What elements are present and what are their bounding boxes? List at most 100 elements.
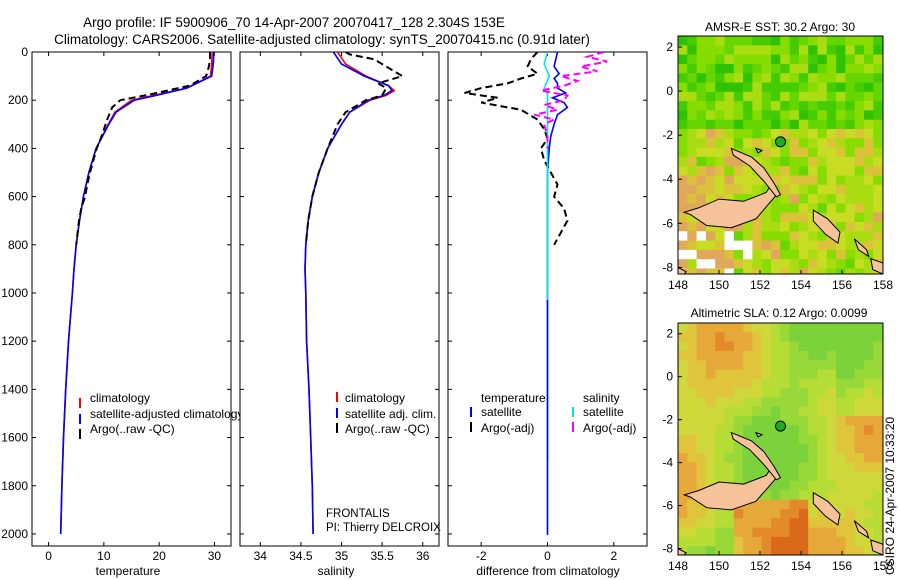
heatmap-cell	[789, 249, 800, 260]
heatmap-cell	[826, 369, 837, 380]
heatmap-cell	[678, 462, 688, 473]
heatmap-cell	[808, 184, 818, 195]
heatmap-cell	[724, 156, 735, 167]
heatmap-cell	[817, 129, 828, 139]
heatmap-cell	[733, 518, 744, 529]
heatmap-cell	[733, 138, 744, 149]
heatmap-cell	[789, 499, 800, 510]
heatmap-cell	[845, 45, 856, 56]
heatmap-cell	[687, 546, 698, 555]
heatmap-cell	[696, 129, 707, 139]
heatmap-cell	[836, 54, 846, 65]
temperature-legend-argo: Argo(..raw -QC)	[90, 422, 175, 436]
heatmap-cell	[836, 397, 846, 408]
heatmap-cell	[752, 471, 763, 482]
heatmap-cell	[826, 536, 837, 547]
heatmap-cell	[678, 527, 688, 538]
heatmap-cell	[836, 499, 846, 510]
heatmap-cell	[705, 397, 716, 408]
heatmap-cell	[687, 332, 698, 343]
heatmap-cell	[808, 397, 818, 408]
heatmap-cell	[752, 129, 763, 139]
heatmap-cell	[873, 147, 883, 158]
heatmap-cell	[854, 434, 865, 445]
heatmap-cell	[743, 73, 753, 83]
heatmap-cell	[789, 231, 800, 242]
heatmap-cell	[780, 490, 791, 501]
heatmap-cell	[724, 509, 735, 519]
heatmap-cell	[882, 240, 883, 251]
land-polygon	[853, 238, 870, 258]
heatmap-cell	[864, 397, 874, 408]
heatmap-cell	[854, 268, 865, 274]
heatmap-cell	[752, 416, 763, 426]
heatmap-cell	[826, 54, 837, 65]
heatmap-cell	[678, 406, 688, 417]
heatmap-cell	[817, 481, 828, 491]
difference-depth-ticks	[448, 51, 647, 535]
heatmap-cell	[705, 323, 716, 333]
heatmap-cell	[752, 45, 763, 56]
heatmap-cell	[705, 54, 716, 65]
heatmap-cell	[845, 360, 856, 370]
heatmap-cell	[826, 175, 837, 186]
heatmap-cell	[826, 499, 837, 510]
heatmap-cell	[836, 156, 846, 167]
heatmap-cell	[826, 443, 837, 454]
heatmap-cell	[752, 101, 763, 111]
heatmap-cell	[808, 147, 818, 158]
heatmap-cell	[687, 82, 698, 93]
heatmap-cell	[808, 518, 818, 529]
heatmap-cell	[808, 82, 818, 93]
heatmap-cell	[696, 259, 707, 269]
land-polygon	[730, 431, 782, 481]
heatmap-cell	[836, 443, 846, 454]
heatmap-cell	[817, 546, 828, 555]
heatmap-cell	[836, 63, 846, 74]
heatmap-cell	[873, 166, 883, 176]
heatmap-cell	[798, 73, 809, 83]
heatmap-cell	[873, 119, 883, 130]
heatmap-cell	[808, 194, 818, 204]
heatmap-cell	[771, 378, 781, 389]
heatmap-cell	[864, 82, 874, 93]
heatmap-cell	[789, 268, 800, 274]
heatmap-cell	[724, 249, 735, 260]
heatmap-cell	[864, 360, 874, 370]
heatmap-cell	[798, 350, 809, 361]
heatmap-cell	[733, 194, 744, 204]
heatmap-cell	[808, 91, 818, 102]
heatmap-cell	[780, 378, 791, 389]
heatmap-cell	[789, 138, 800, 149]
heatmap-cell	[678, 536, 688, 547]
heatmap-cell	[854, 138, 865, 149]
heatmap-cell	[761, 259, 772, 269]
heatmap-cell	[882, 194, 883, 204]
heatmap-cell	[761, 509, 772, 519]
heatmap-cell	[789, 341, 800, 352]
temperature-x-ticks: 0 10 20 30	[45, 52, 221, 563]
x-tick-label: 34.5	[289, 549, 313, 563]
heatmap-cell	[817, 147, 828, 158]
heatmap-cell	[873, 453, 883, 463]
heatmap-cell	[724, 259, 735, 269]
heatmap-cell	[705, 509, 716, 519]
heatmap-cell	[845, 350, 856, 361]
heatmap-cell	[826, 147, 837, 158]
heatmap-cell	[845, 509, 856, 519]
heatmap-cell	[882, 45, 883, 56]
heatmap-cell	[743, 527, 753, 538]
platform-name: FRONTALIS	[326, 508, 390, 520]
heatmap-cell	[845, 434, 856, 445]
heatmap-cell	[826, 203, 837, 214]
heatmap-cell	[873, 481, 883, 491]
depth-tick-label: 2000	[1, 527, 28, 541]
heatmap-cell	[882, 101, 883, 111]
heatmap-cell	[696, 369, 707, 380]
heatmap-cell	[724, 360, 735, 370]
heatmap-cell	[715, 434, 725, 445]
heatmap-cell	[854, 462, 865, 473]
figure-title-line2: Climatology: CARS2006. Satellite-adjuste…	[54, 32, 590, 47]
heatmap-cell	[798, 63, 809, 74]
heatmap-cell	[789, 481, 800, 491]
